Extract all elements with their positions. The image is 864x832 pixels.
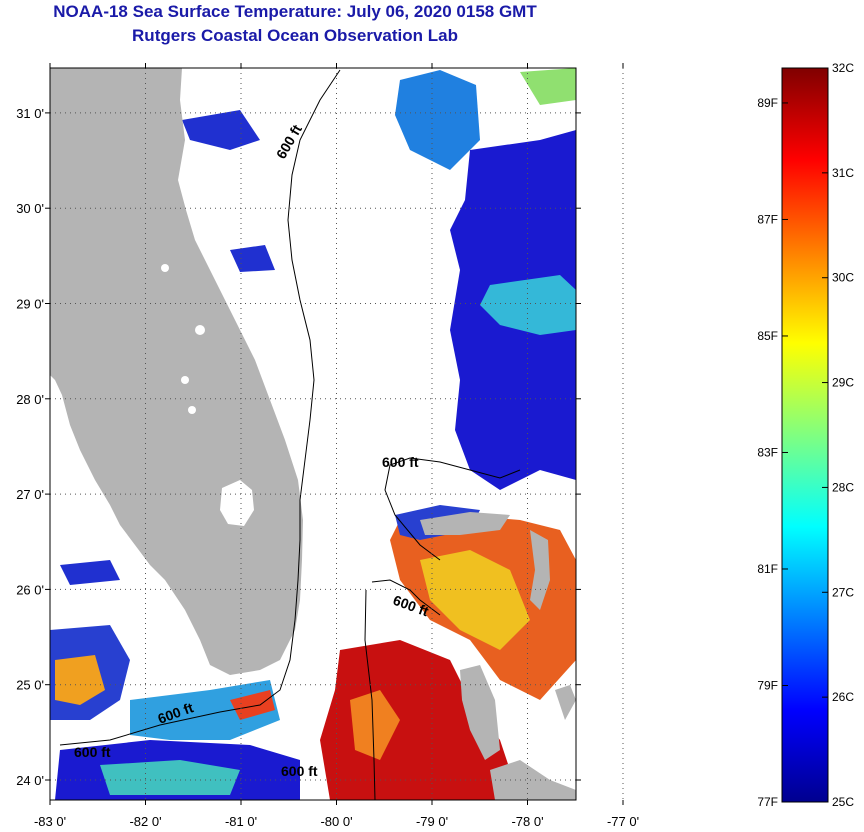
- lat-label: 29 0': [16, 297, 44, 312]
- lon-label: -80 0': [320, 814, 352, 829]
- map-subtitle: Rutgers Coastal Ocean Observation Lab: [132, 26, 458, 45]
- colorbar-f-label: 87F: [757, 212, 778, 226]
- colorbar-c-label: 26C: [832, 690, 854, 704]
- colorbar-f-label: 77F: [757, 795, 778, 809]
- lon-label: -78 0': [511, 814, 543, 829]
- longitude-labels: -83 0' -82 0' -81 0' -80 0' -79 0' -78 0' -77 …: [34, 814, 639, 829]
- colorbar-f-label: 79F: [757, 678, 778, 692]
- sst-data-layer: [50, 68, 576, 800]
- sst-patch-straits-teal: [100, 760, 240, 795]
- contour-600ft-east-florida: [59, 69, 341, 746]
- colorbar-c-label: 29C: [832, 376, 854, 390]
- cuba-landmass: [490, 760, 576, 800]
- colorbar-celsius-labels: 32C 31C 30C 29C 28C 27C 26C 25C: [822, 61, 854, 809]
- latitude-labels: 31 0' 30 0' 29 0' 28 0' 27 0' 26 0' 25 0' 24 0': [16, 106, 44, 788]
- map-panel: [50, 68, 576, 800]
- lat-label: 26 0': [16, 582, 44, 597]
- sst-yellow-patch-bahamas: [420, 550, 530, 650]
- sst-patch-keys-warm: [230, 690, 275, 720]
- contour-label: 600 ft: [281, 763, 318, 779]
- lat-label: 24 0': [16, 773, 44, 788]
- contour-label: 600 ft: [382, 454, 419, 470]
- lon-label: -79 0': [416, 814, 448, 829]
- lake-icon: [188, 406, 196, 414]
- lake-icon: [161, 264, 169, 272]
- map-title: NOAA-18 Sea Surface Temperature: July 06…: [53, 2, 537, 21]
- lat-label: 25 0': [16, 678, 44, 693]
- lon-label: -77 0': [607, 814, 639, 829]
- colorbar-c-label: 30C: [832, 271, 854, 285]
- lat-label: 30 0': [16, 201, 44, 216]
- lon-label: -81 0': [225, 814, 257, 829]
- lat-label: 28 0': [16, 392, 44, 407]
- colorbar-fahrenheit-labels: 89F 87F 85F 83F 81F 79F 77F: [757, 96, 788, 809]
- colorbar-c-label: 31C: [832, 166, 854, 180]
- lake-icon: [181, 376, 189, 384]
- colorbar: 32C 31C 30C 29C 28C 27C 26C 25C 89F 87F 85F 83F 81F…: [757, 61, 854, 809]
- contour-600ft-bahamas-south: [371, 579, 441, 616]
- lake-icon: [195, 325, 205, 335]
- colorbar-f-label: 85F: [757, 329, 778, 343]
- colorbar-c-label: 32C: [832, 61, 854, 75]
- sst-patch-gulf-warm: [55, 655, 105, 705]
- bahamas-island-grand: [420, 512, 510, 535]
- bahamas-island-eleuthera: [555, 685, 576, 720]
- sst-patch-gulf-mid: [60, 560, 120, 585]
- sst-patch-georgia: [182, 110, 260, 150]
- bathymetry-contours: [59, 69, 521, 800]
- contour-600ft-straits: [364, 589, 376, 800]
- lat-label: 27 0': [16, 487, 44, 502]
- colorbar-f-label: 89F: [757, 96, 778, 110]
- bahamas-island-abaco: [530, 530, 550, 610]
- contour-600ft-bahamas-north: [384, 457, 521, 561]
- colorbar-c-label: 25C: [832, 795, 854, 809]
- map-frame: [49, 67, 577, 801]
- colorbar-c-label: 28C: [832, 480, 854, 494]
- colorbar-f-label: 83F: [757, 445, 778, 459]
- lon-label: -82 0': [129, 814, 161, 829]
- lat-lon-grid: [45, 63, 624, 805]
- lon-label: -83 0': [34, 814, 66, 829]
- sst-patch-keys: [130, 680, 280, 740]
- sst-teal-patch-north: [480, 275, 576, 335]
- lake-okeechobee: [220, 480, 254, 526]
- bahamas-island-andros: [460, 665, 500, 760]
- contour-label: 600 ft: [74, 744, 111, 760]
- sst-green-patch-ne: [520, 68, 576, 105]
- sst-patch-flcoast: [230, 245, 275, 272]
- sst-orange-patch-south: [350, 690, 400, 760]
- lat-label: 31 0': [16, 106, 44, 121]
- colorbar-gradient: [781, 67, 829, 803]
- colorbar-c-label: 27C: [832, 585, 854, 599]
- colorbar-f-label: 81F: [757, 562, 778, 576]
- sst-cyan-patch-ne: [395, 70, 480, 170]
